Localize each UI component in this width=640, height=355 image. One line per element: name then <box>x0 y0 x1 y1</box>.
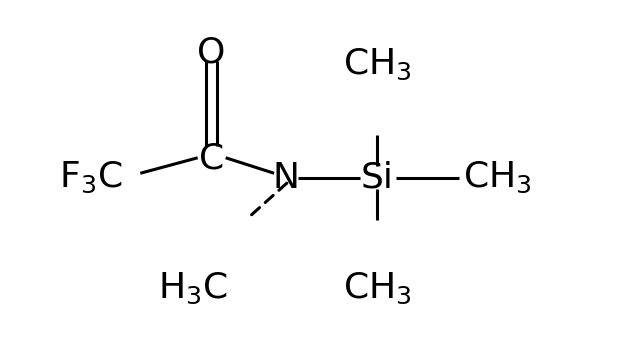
Text: Si: Si <box>361 160 394 195</box>
Text: N: N <box>273 160 300 195</box>
Text: C: C <box>199 141 224 175</box>
Text: $\mathsf{CH_3}$: $\mathsf{CH_3}$ <box>463 160 532 195</box>
Text: O: O <box>198 36 226 70</box>
Text: $\mathsf{H_3C}$: $\mathsf{H_3C}$ <box>157 271 227 306</box>
Text: $\mathsf{CH_3}$: $\mathsf{CH_3}$ <box>343 271 412 306</box>
Text: $\mathsf{F_3C}$: $\mathsf{F_3C}$ <box>59 160 122 195</box>
Text: $\mathsf{CH_3}$: $\mathsf{CH_3}$ <box>343 47 412 82</box>
